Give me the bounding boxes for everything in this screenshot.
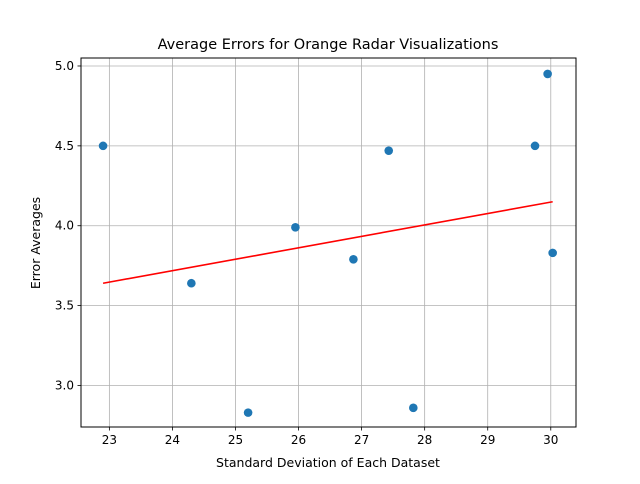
data-point xyxy=(349,254,358,264)
y-tick-label: 3.5 xyxy=(55,299,74,313)
points-layer xyxy=(98,69,557,417)
data-point xyxy=(409,403,418,413)
y-axis-ticks: 3.0 3.5 4.0 4.5 5.0 xyxy=(55,59,81,392)
data-point xyxy=(187,278,196,288)
trendline xyxy=(102,200,553,285)
x-tick-label: 30 xyxy=(543,433,558,447)
data-point xyxy=(530,141,540,151)
y-axis-label: Error Averages xyxy=(28,197,43,289)
data-point xyxy=(291,223,300,232)
trendline-layer xyxy=(102,200,553,285)
y-tick-label: 4.0 xyxy=(55,219,74,233)
x-tick-label: 23 xyxy=(102,433,117,447)
y-tick-label: 4.5 xyxy=(55,139,74,153)
x-axis-label: Standard Deviation of Each Dataset xyxy=(216,455,440,470)
x-axis-ticks: 23 24 25 26 27 28 29 30 xyxy=(102,427,558,447)
x-tick-label: 29 xyxy=(480,433,495,447)
plot-frame xyxy=(80,57,577,428)
data-point xyxy=(548,248,557,258)
y-tick-label: 3.0 xyxy=(55,378,74,392)
x-tick-label: 27 xyxy=(354,433,369,447)
y-tick-label: 5.0 xyxy=(55,59,74,73)
data-point xyxy=(98,141,108,151)
x-tick-label: 26 xyxy=(291,433,306,447)
data-point xyxy=(243,408,253,417)
chart-title: Average Errors for Orange Radar Visualiz… xyxy=(158,37,499,53)
grid xyxy=(81,58,576,427)
data-point xyxy=(384,146,394,155)
x-tick-label: 25 xyxy=(228,433,243,447)
data-point xyxy=(543,69,552,79)
x-tick-label: 28 xyxy=(417,433,432,447)
x-tick-label: 24 xyxy=(165,433,180,447)
